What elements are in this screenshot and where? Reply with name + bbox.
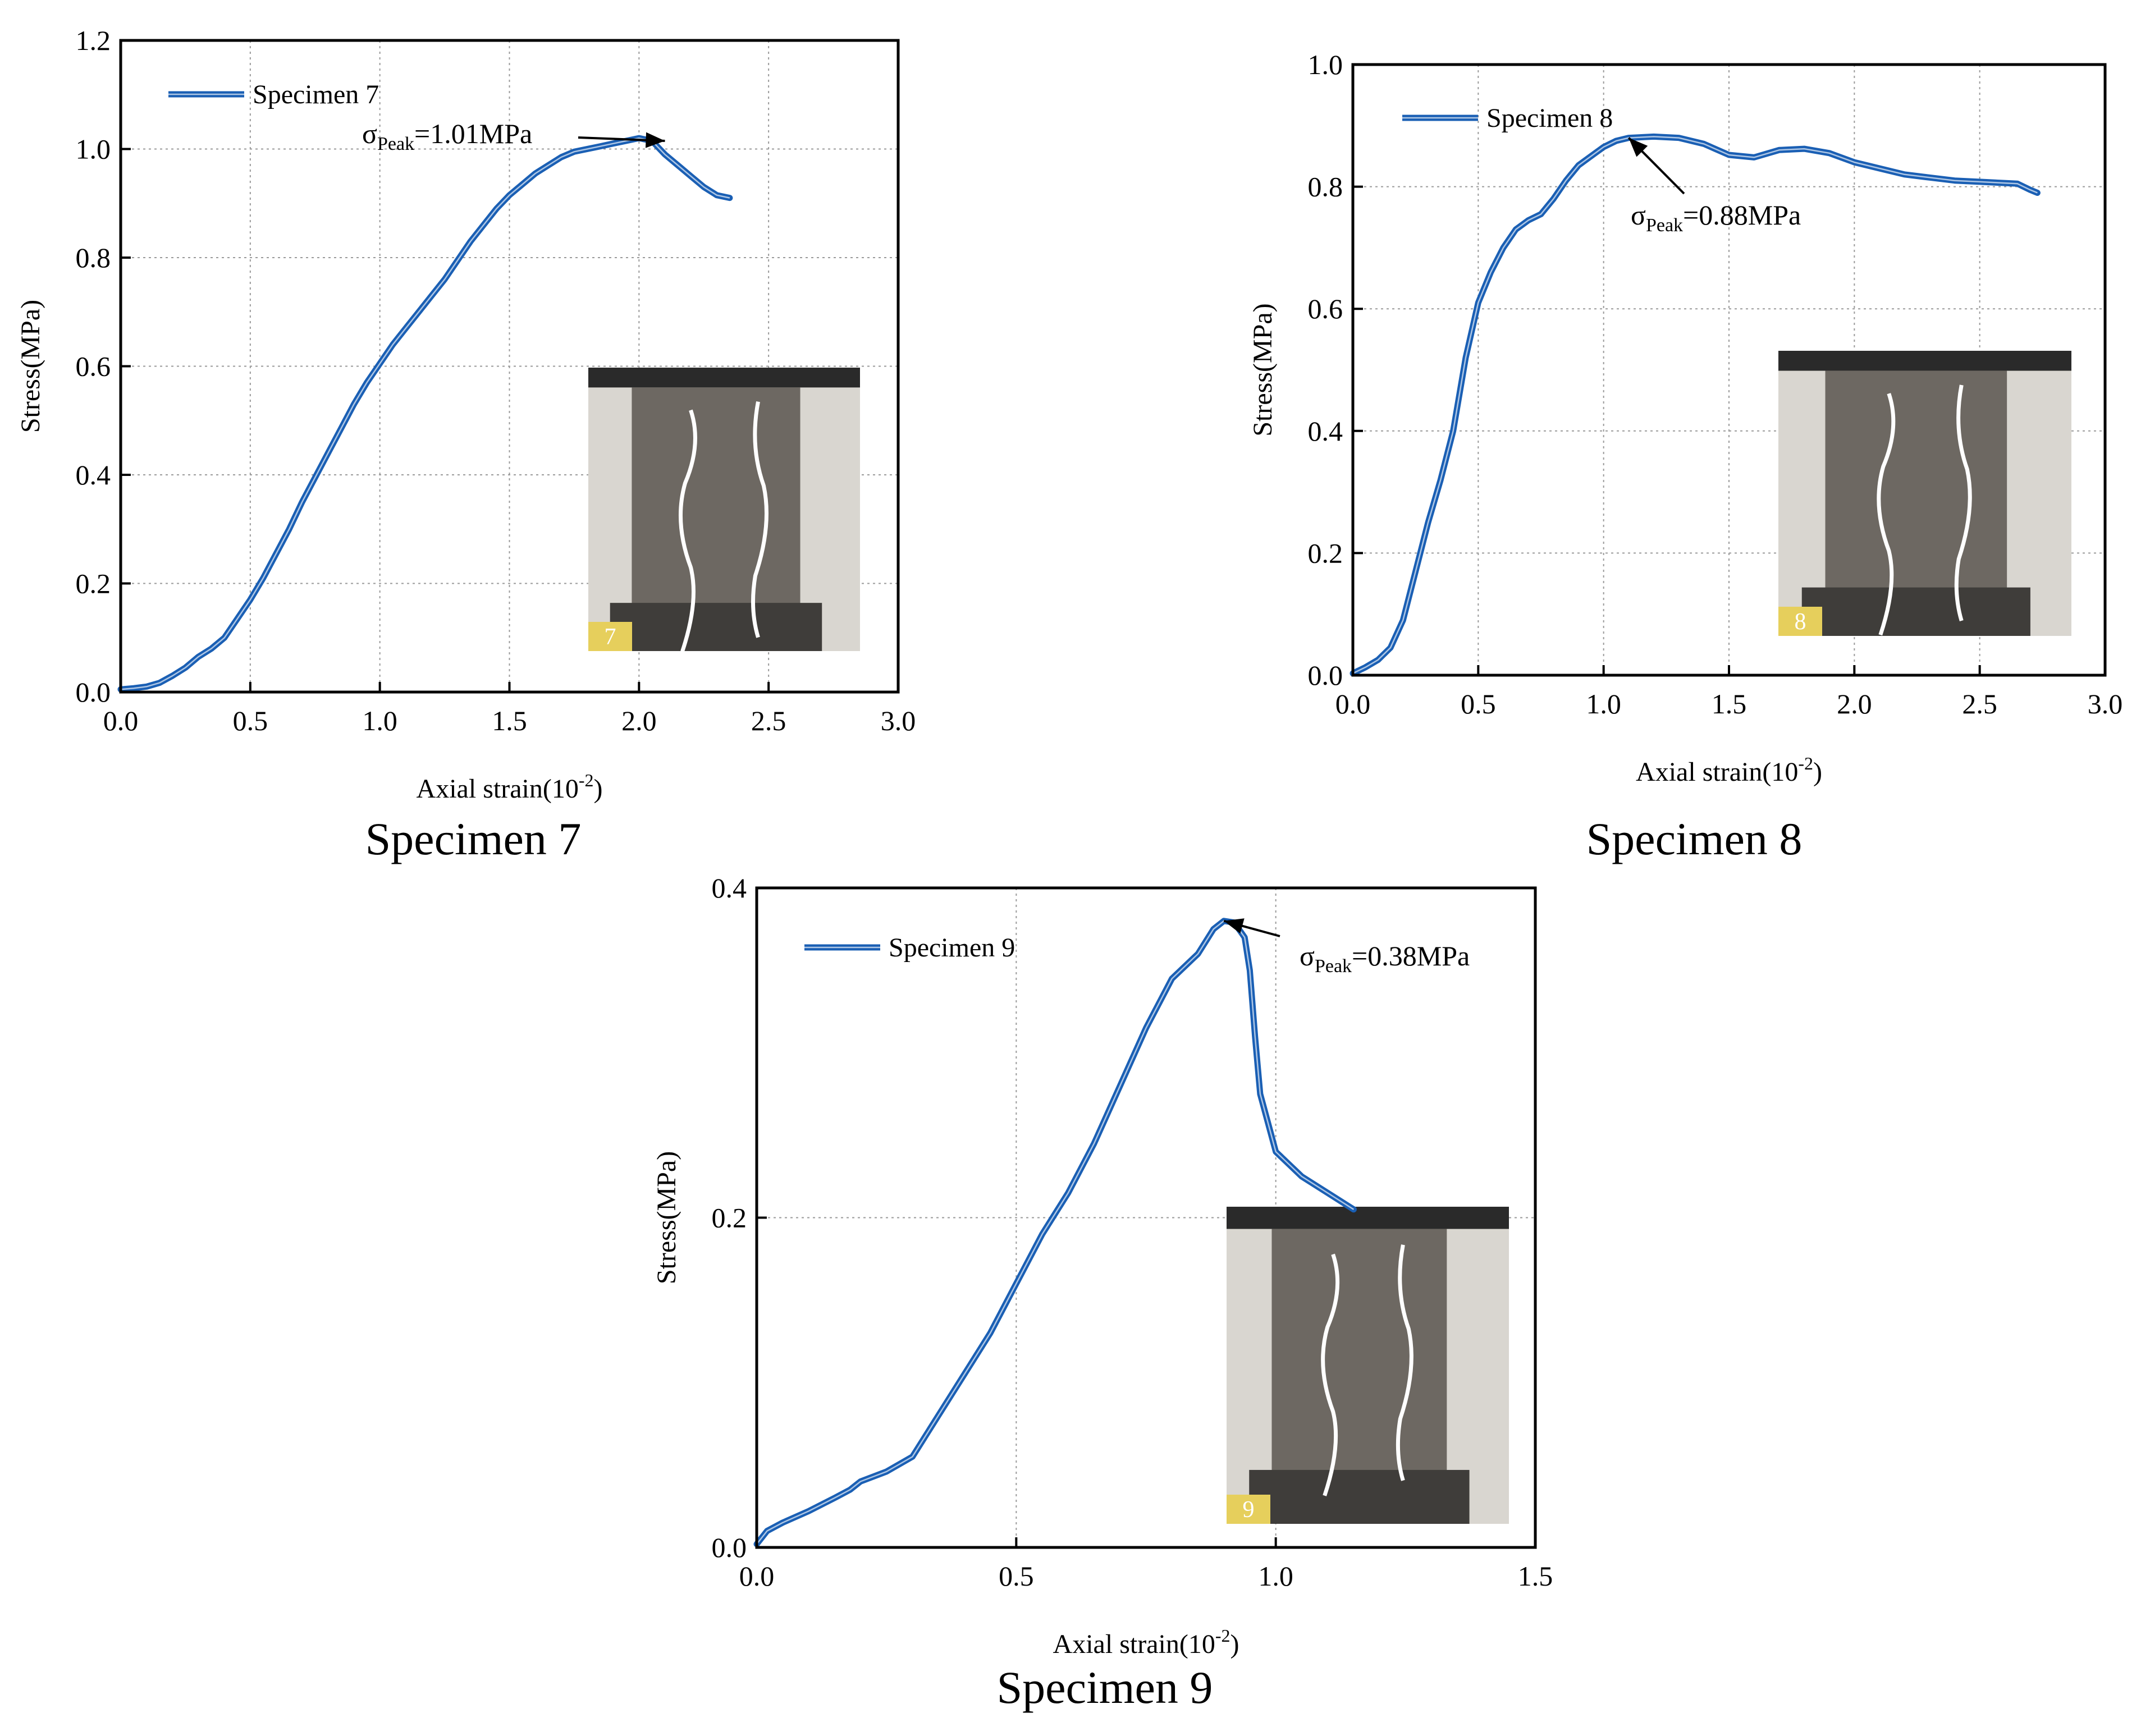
- x-tick-label: 1.5: [1712, 688, 1747, 720]
- chart-panel-7: 7 0.0 0.5 1.0 1.5 2.0 2.5 3.0 0.0 0.2 0.4 0.6 0.8 1.0…: [16, 25, 916, 804]
- peak-annotation: σPeak=0.38MPa: [1300, 940, 1470, 977]
- x-tick-label: 0.5: [233, 705, 268, 736]
- photo-specimen-block: [632, 387, 800, 609]
- photo-specimen-block: [1271, 1229, 1447, 1477]
- photo-base-plate: [1801, 587, 2030, 636]
- x-tick-label: 1.0: [1258, 1560, 1293, 1592]
- y-tick-label: 0.0: [1308, 659, 1343, 691]
- caption-specimen-8: Specimen 8: [1586, 813, 1803, 864]
- photo-label: 8: [1795, 609, 1806, 635]
- photo-label: 7: [605, 624, 616, 650]
- x-tick-label: 2.0: [621, 705, 657, 736]
- photo-label: 9: [1243, 1497, 1255, 1523]
- photo-loading-plate: [588, 368, 860, 388]
- chart-panel-8: 8 0.0 0.5 1.0 1.5 2.0 2.5 3.0 0.0 0.2 0.4 0.6 0.8 1.0…: [1248, 49, 2122, 787]
- x-tick-label: 2.5: [751, 705, 786, 736]
- x-axis-title: Axial strain(10-2): [417, 770, 603, 804]
- y-tick-label: 1.0: [1308, 49, 1343, 80]
- x-tick-label: 0.0: [739, 1560, 775, 1592]
- y-tick-label: 0.2: [76, 568, 111, 599]
- photo-crack-line: [678, 409, 697, 652]
- x-tick-label: 1.5: [1518, 1560, 1553, 1592]
- x-tick-label: 3.0: [2088, 688, 2123, 720]
- photo-label-box: [1778, 607, 1822, 636]
- peak-annotation: σPeak=1.01MPa: [362, 118, 532, 154]
- caption-specimen-9: Specimen 9: [996, 1662, 1213, 1713]
- x-tick-label: 1.0: [1586, 688, 1621, 720]
- photo-crack-line: [1321, 1253, 1340, 1496]
- x-tick-label: 2.0: [1837, 688, 1872, 720]
- x-axis-title: Axial strain(10-2): [1636, 753, 1822, 787]
- y-tick-label: 0.8: [1308, 171, 1343, 203]
- y-tick-label: 0.2: [1308, 537, 1343, 569]
- caption-specimen-7: Specimen 7: [365, 813, 582, 864]
- x-tick-label: 1.5: [492, 705, 527, 736]
- photo-crack-line: [1954, 384, 1972, 621]
- photo-label-box: [1227, 1495, 1270, 1524]
- photo-label-box: [588, 622, 632, 651]
- photo-base-plate: [1249, 1469, 1470, 1524]
- x-tick-label: 0.5: [1461, 688, 1496, 720]
- legend-label: Specimen 9: [889, 933, 1015, 963]
- y-tick-label: 0.6: [1308, 293, 1343, 324]
- y-axis-title: Stress(MPa): [1248, 303, 1278, 436]
- y-tick-label: 0.4: [76, 459, 111, 491]
- peak-arrow-head: [645, 132, 665, 148]
- inset-photo: 8: [1778, 351, 2071, 636]
- y-tick-label: 0.6: [76, 351, 111, 382]
- y-tick-label: 1.0: [76, 134, 111, 165]
- x-tick-label: 1.0: [362, 705, 397, 736]
- legend-label: Specimen 8: [1486, 103, 1613, 133]
- photo-specimen-block: [1825, 370, 2007, 593]
- photo-loading-plate: [1227, 1207, 1509, 1229]
- x-axis-title: Axial strain(10-2): [1053, 1625, 1239, 1659]
- photo-base-plate: [610, 603, 822, 651]
- y-tick-label: 0.0: [712, 1532, 747, 1563]
- legend-label: Specimen 7: [253, 80, 379, 109]
- y-tick-label: 0.4: [1308, 415, 1343, 447]
- y-tick-label: 1.2: [76, 25, 111, 56]
- x-tick-label: 0.0: [1335, 688, 1371, 720]
- y-tick-label: 0.4: [712, 872, 747, 904]
- y-axis-title: Stress(MPa): [652, 1151, 681, 1284]
- inset-photo: 9: [1227, 1207, 1509, 1524]
- peak-arrow-head: [1224, 918, 1245, 934]
- photo-loading-plate: [1778, 351, 2071, 371]
- chart-panel-9: 9 0.0 0.5 1.0 1.5 0.0 0.2 0.4 Axial strain(10-2)…: [652, 872, 1553, 1659]
- y-axis-title: Stress(MPa): [16, 300, 45, 433]
- inset-photo: 7: [588, 368, 860, 652]
- x-tick-label: 0.5: [999, 1560, 1034, 1592]
- x-tick-label: 3.0: [881, 705, 916, 736]
- x-tick-label: 0.0: [103, 705, 139, 736]
- photo-crack-line: [1877, 393, 1896, 636]
- y-tick-label: 0.8: [76, 242, 111, 273]
- y-tick-label: 0.0: [76, 676, 111, 708]
- photo-crack-line: [751, 401, 768, 638]
- x-tick-label: 2.5: [1962, 688, 1997, 720]
- series-line-highlight: [756, 920, 1355, 1545]
- photo-crack-line: [1396, 1244, 1413, 1481]
- y-tick-label: 0.2: [712, 1202, 747, 1234]
- peak-annotation: σPeak=0.88MPa: [1631, 199, 1801, 236]
- peak-arrow-head: [1628, 138, 1648, 157]
- series-line-highlight: [1352, 136, 2038, 674]
